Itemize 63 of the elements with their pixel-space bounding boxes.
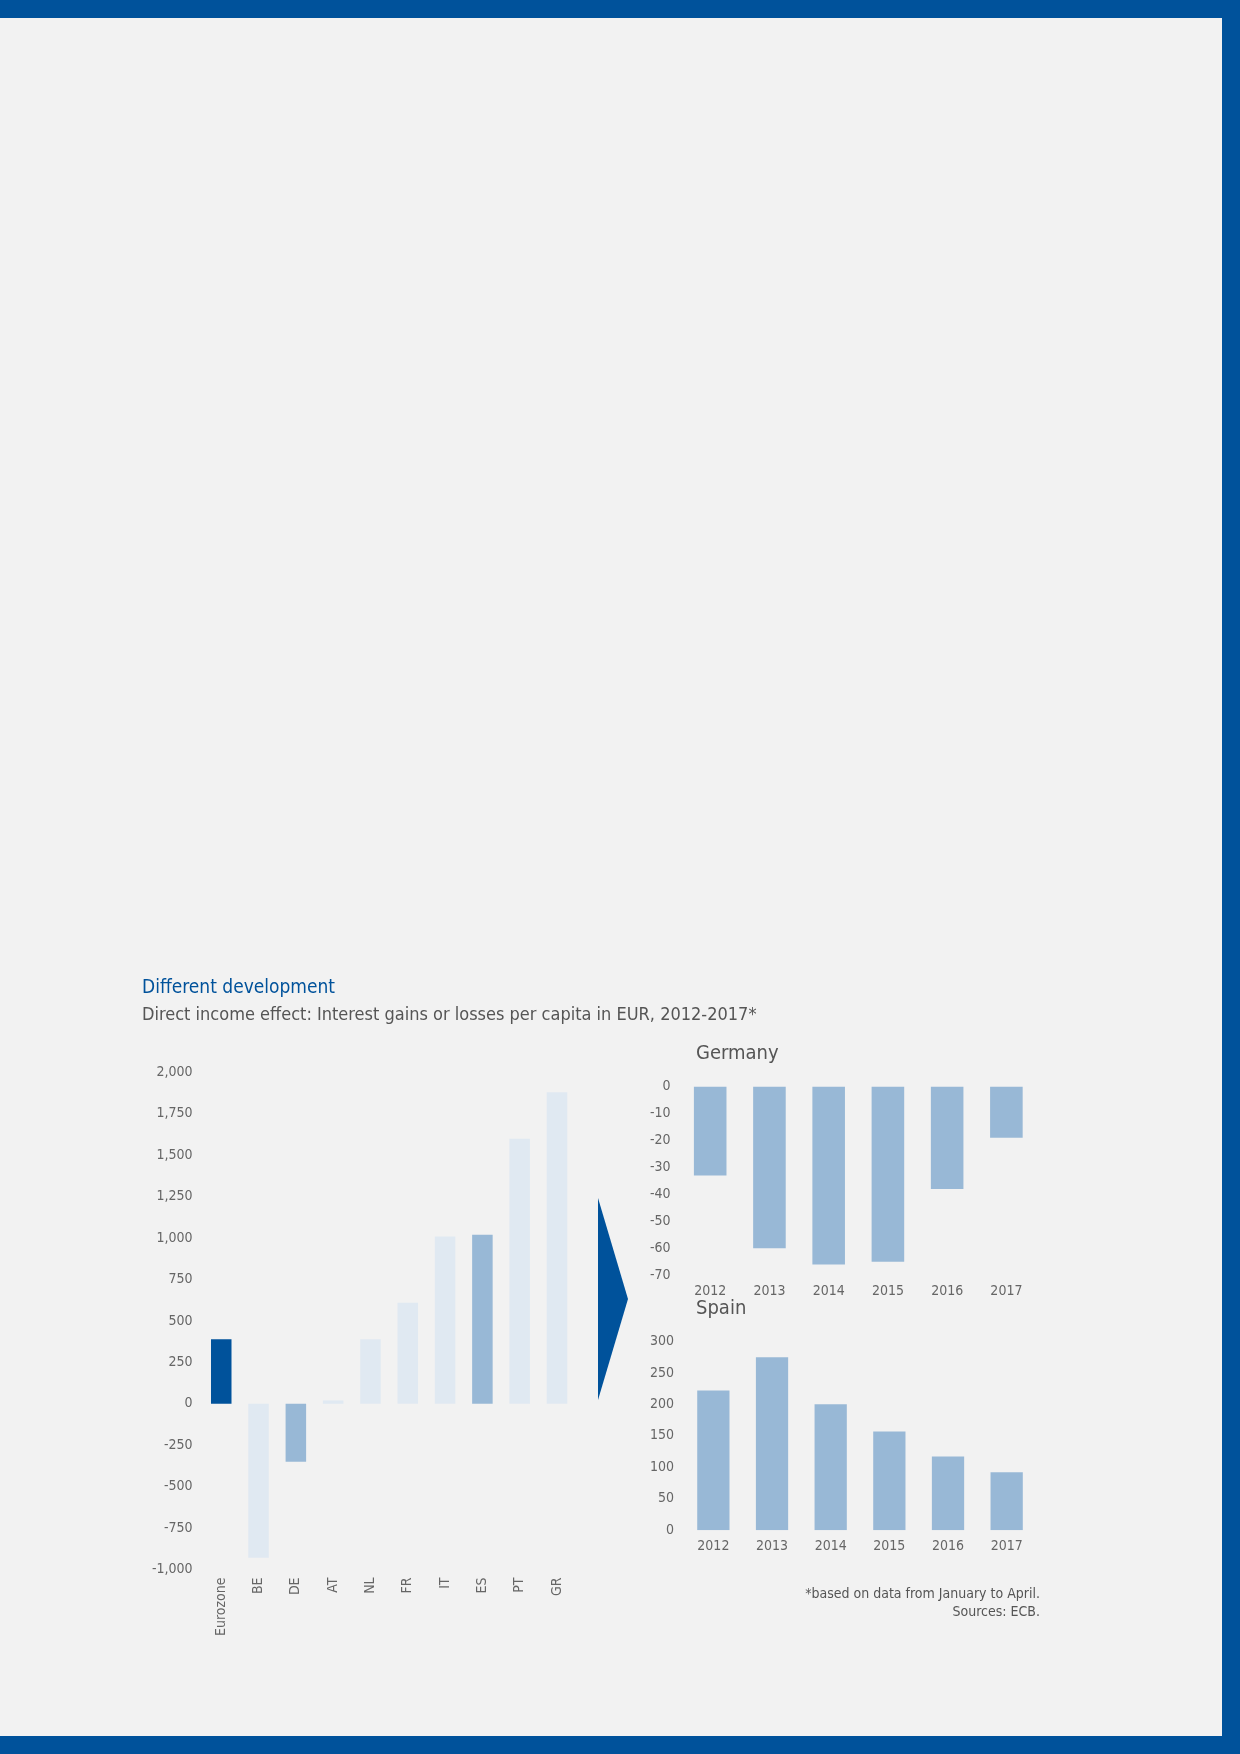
- x-tick-label: 2014: [812, 1282, 845, 1299]
- y-tick-label: 150: [649, 1426, 675, 1443]
- y-tick-label: -70: [649, 1265, 671, 1282]
- y-tick-label: -60: [649, 1238, 671, 1255]
- y-tick-label: -40: [649, 1184, 671, 1201]
- x-tick-label: 2013: [753, 1282, 786, 1299]
- y-tick-label: -1,000: [152, 1560, 193, 1577]
- x-tick-label: BE: [249, 1577, 266, 1595]
- y-tick-label: 0: [184, 1394, 193, 1411]
- text: *based on data from January to April.: [804, 1585, 1040, 1601]
- y-tick-label: -250: [164, 1435, 193, 1452]
- x-tick-label: 2017: [990, 1282, 1023, 1299]
- x-tick-label: NL: [361, 1577, 378, 1594]
- bar: [990, 1472, 1023, 1531]
- x-tick-label: 2013: [756, 1537, 789, 1554]
- bar: [285, 1403, 307, 1462]
- bar: [931, 1456, 965, 1531]
- y-tick-label: 250: [649, 1363, 675, 1380]
- bar: [210, 1339, 232, 1404]
- bar: [472, 1234, 493, 1404]
- x-tick-label: 2014: [814, 1537, 847, 1554]
- y-tick-label: -50: [649, 1211, 671, 1228]
- y-tick-label: 1,000: [156, 1228, 193, 1245]
- y-tick-label: 1,750: [156, 1104, 193, 1121]
- bar: [697, 1390, 730, 1531]
- chart-subtitle: Direct income effect: Interest gains or losses per capita in EUR, 2012-2017*: [142, 1003, 757, 1024]
- y-tick-label: -500: [164, 1477, 193, 1494]
- y-tick-label: 1,250: [156, 1187, 193, 1204]
- y-tick-label: 300: [649, 1332, 675, 1349]
- chart-title: Different development: [142, 975, 337, 997]
- y-tick-label: 500: [168, 1311, 193, 1328]
- x-tick-label: 2015: [871, 1282, 904, 1299]
- x-tick-label: ES: [473, 1577, 490, 1594]
- y-tick-label: -30: [649, 1157, 671, 1174]
- y-tick-label: 750: [168, 1270, 193, 1287]
- x-tick-label: 2016: [931, 1282, 964, 1299]
- x-tick-label: 2012: [697, 1537, 730, 1554]
- y-tick-label: 50: [658, 1489, 675, 1506]
- x-tick-label: IT: [435, 1577, 452, 1589]
- x-tick-label: FR: [398, 1577, 415, 1594]
- y-tick-label: 250: [168, 1352, 193, 1369]
- x-tick-label: 2016: [931, 1537, 965, 1554]
- x-tick-label: AT: [323, 1577, 340, 1593]
- y-tick-label: 2,000: [156, 1063, 193, 1080]
- y-tick-label: 200: [649, 1394, 675, 1411]
- x-tick-label: GR: [547, 1577, 564, 1596]
- y-tick-label: 100: [649, 1457, 675, 1474]
- y-tick-label: -10: [649, 1104, 671, 1121]
- x-tick-label: 2015: [873, 1537, 906, 1554]
- bar: [873, 1431, 906, 1531]
- chart-title: Germany: [696, 1040, 780, 1064]
- bar: [755, 1357, 789, 1531]
- y-tick-label: 1,500: [156, 1145, 193, 1162]
- y-tick-label: 0: [662, 1077, 671, 1094]
- y-tick-label: -750: [164, 1518, 193, 1535]
- source-note: Sources: ECB.: [951, 1603, 1040, 1619]
- x-tick-label: 2017: [990, 1537, 1023, 1554]
- y-tick-label: 0: [666, 1520, 675, 1537]
- bar: [814, 1404, 847, 1531]
- x-tick-label: DE: [286, 1577, 303, 1596]
- x-tick-label: PT: [510, 1577, 527, 1593]
- x-tick-label: Eurozone: [211, 1577, 228, 1637]
- y-tick-label: -20: [649, 1130, 671, 1147]
